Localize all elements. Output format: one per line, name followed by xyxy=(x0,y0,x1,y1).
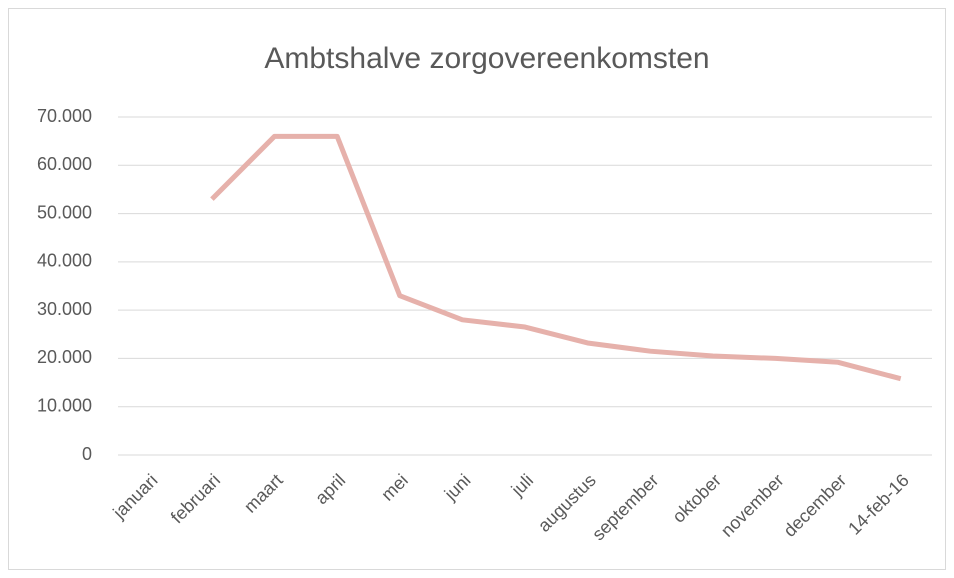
y-tick-label: 60.000 xyxy=(37,154,92,174)
chart-border xyxy=(8,8,946,570)
y-tick-label: 30.000 xyxy=(37,299,92,319)
chart-title: Ambtshalve zorgovereenkomsten xyxy=(264,42,709,75)
y-tick-label: 70.000 xyxy=(37,106,92,126)
y-tick-label: 10.000 xyxy=(37,395,92,415)
y-tick-label: 50.000 xyxy=(37,202,92,222)
y-tick-label: 40.000 xyxy=(37,251,92,271)
y-tick-label: 0 xyxy=(82,444,92,464)
y-tick-label: 20.000 xyxy=(37,347,92,367)
data-line xyxy=(210,133,902,382)
